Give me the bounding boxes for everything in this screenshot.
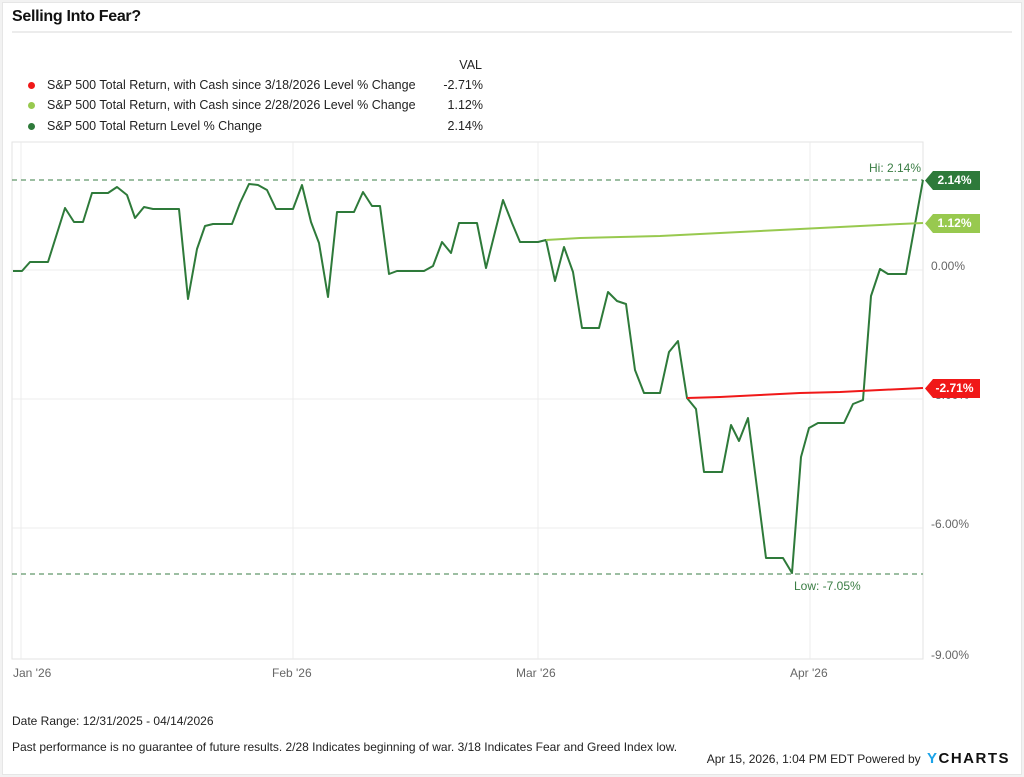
legend-dot-red-icon [28, 82, 35, 89]
date-range: Date Range: 12/31/2025 - 04/14/2026 [12, 714, 214, 728]
timestamp: Apr 15, 2026, 1:04 PM EDT Powered by [706, 752, 921, 766]
legend-label: S&P 500 Total Return, with Cash since 3/… [47, 78, 416, 92]
low-annotation: Low: -7.05% [794, 579, 861, 593]
plot-frame [11, 141, 924, 660]
value-tag-sp500: 2.14% [925, 171, 980, 190]
high-annotation: Hi: 2.14% [869, 161, 922, 175]
y-gridlines [12, 269, 923, 529]
powered-by: Apr 15, 2026, 1:04 PM EDT Powered by YCH… [707, 750, 1010, 767]
x-tick-apr: Apr '26 [790, 666, 828, 680]
series-cash-318-line [686, 387, 924, 399]
legend-label: S&P 500 Total Return, with Cash since 2/… [47, 98, 416, 112]
legend-item-cash-228[interactable]: S&P 500 Total Return, with Cash since 2/… [28, 98, 483, 114]
legend-label: S&P 500 Total Return Level % Change [47, 119, 262, 133]
chart-title: Selling Into Fear? [12, 8, 141, 25]
series-cash-228-line [545, 222, 924, 241]
legend-value-header: VAL [459, 58, 482, 72]
y-tick-neg9: -9.00% [931, 648, 970, 662]
x-tick-mar: Mar '26 [516, 666, 556, 680]
legend-value: -2.71% [443, 78, 483, 92]
disclaimer: Past performance is no guarantee of futu… [12, 740, 678, 754]
legend-item-sp500[interactable]: S&P 500 Total Return Level % Change 2.14… [28, 119, 483, 135]
legend-value: 2.14% [447, 119, 483, 133]
series-sp500-line [13, 179, 924, 574]
value-tag-cash-228: 1.12% [925, 214, 980, 233]
x-tick-jan: Jan '26 [13, 666, 52, 680]
value-tag-cash-318: -2.71% [925, 379, 980, 398]
title-divider [12, 31, 1012, 33]
legend: VAL S&P 500 Total Return, with Cash sinc… [0, 0, 1024, 140]
y-tick-0: 0.00% [931, 259, 966, 273]
x-gridlines [20, 142, 811, 659]
legend-value: 1.12% [447, 98, 483, 112]
ycharts-y-icon: Y [926, 750, 939, 767]
ycharts-wordmark: CHARTS [938, 750, 1010, 767]
y-tick-neg6: -6.00% [931, 517, 970, 531]
legend-item-cash-318[interactable]: S&P 500 Total Return, with Cash since 3/… [28, 78, 483, 94]
legend-dot-dark-green-icon [28, 123, 35, 130]
ycharts-logo[interactable]: YCHARTS [927, 750, 1010, 767]
x-tick-feb: Feb '26 [272, 666, 312, 680]
legend-dot-light-green-icon [28, 102, 35, 109]
